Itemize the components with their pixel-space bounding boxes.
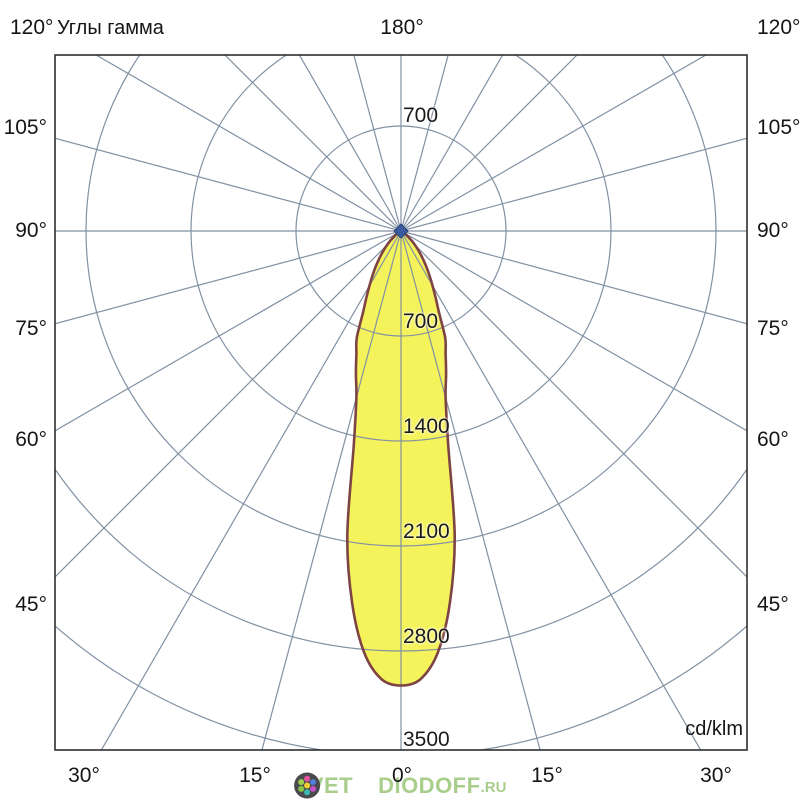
gamma-label-left-45°: 45° [15,593,47,616]
gamma-ray [224,55,402,232]
gamma-ray [55,230,402,578]
unit-label: cd/klm [685,718,743,740]
gamma-ray [400,230,702,750]
watermark-text-post: DIODOFF [378,772,481,798]
gamma-label-bottom-2: 0° [391,764,413,787]
gamma-label-right-105°: 105° [757,116,800,139]
watermark-logo-icon [294,772,379,799]
gamma-label-bottom-1: 15° [239,764,271,787]
gamma-ray [353,55,402,232]
chart-title: Углы гамма [57,17,164,39]
gamma-ray [400,230,747,578]
gamma-ray [94,55,402,232]
gamma-label-right-45°: 45° [757,593,789,616]
gamma-label-bottom-0: 30° [68,764,100,787]
ring-value-lower-2800: 2800 [403,625,450,648]
gamma-label-left-105°: 105° [3,116,47,139]
gamma-ray [100,230,402,750]
gamma-ray [261,230,402,750]
center-point [393,223,409,239]
gamma-label-top-right: 120° [757,16,800,39]
plot-border [54,54,748,751]
gamma-label-top-center: 180° [380,16,424,39]
gamma-label-bottom-3: 15° [531,764,563,787]
gamma-label-left-90°: 90° [15,219,47,242]
gamma-ray [400,137,747,232]
gamma-label-right-75°: 75° [757,317,789,340]
gamma-label-bottom-4: 30° [700,764,732,787]
watermark-text-tld: .RU [480,779,507,796]
gamma-label-top-left: 120° [10,16,54,39]
ring-value-upper-700: 700 [403,104,439,127]
ring-value-lower-3500: 3500 [403,728,450,751]
gamma-label-left-75°: 75° [15,317,47,340]
gamma-ray [298,55,402,232]
watermark: SVET DIODOFF .RU [294,772,507,799]
gamma-ray [400,55,708,232]
gamma-label-right-90°: 90° [757,219,789,242]
ring-value-lower-1400: 1400 [403,415,450,438]
gamma-ray [400,55,449,232]
gamma-ray [400,230,747,432]
intensity-lobe-outline [345,229,457,687]
gamma-ray [400,55,504,232]
gamma-ray [400,55,578,232]
gamma-label-right-60°: 60° [757,428,789,451]
gamma-ray [400,230,747,325]
gamma-ray [400,230,541,750]
gamma-ray [55,137,402,232]
gamma-label-left-60°: 60° [15,428,47,451]
gamma-ray [55,230,402,325]
gamma-ray [55,230,402,432]
ring-value-lower-700: 700 [403,310,439,333]
ring-value-lower-2100: 2100 [403,520,450,543]
